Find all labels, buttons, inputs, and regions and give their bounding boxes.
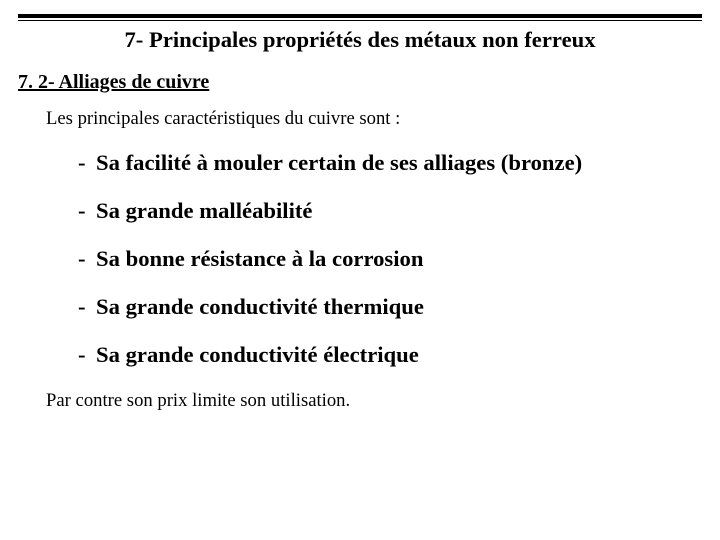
list-item: Sa grande conductivité thermique bbox=[78, 294, 702, 320]
list-item: Sa grande malléabilité bbox=[78, 198, 702, 224]
top-rule-thick bbox=[18, 14, 702, 18]
slide-page: 7- Principales propriétés des métaux non… bbox=[0, 0, 720, 540]
page-title: 7- Principales propriétés des métaux non… bbox=[18, 27, 702, 53]
list-item: Sa grande conductivité électrique bbox=[78, 342, 702, 368]
intro-text: Les principales caractéristiques du cuiv… bbox=[46, 108, 702, 130]
section-subheading: 7. 2- Alliages de cuivre bbox=[18, 71, 702, 94]
list-item: Sa facilité à mouler certain de ses alli… bbox=[78, 150, 702, 176]
closing-text: Par contre son prix limite son utilisati… bbox=[46, 390, 702, 412]
bullet-list: Sa facilité à mouler certain de ses alli… bbox=[78, 150, 702, 368]
list-item: Sa bonne résistance à la corrosion bbox=[78, 246, 702, 272]
top-rule-thin bbox=[18, 20, 702, 21]
